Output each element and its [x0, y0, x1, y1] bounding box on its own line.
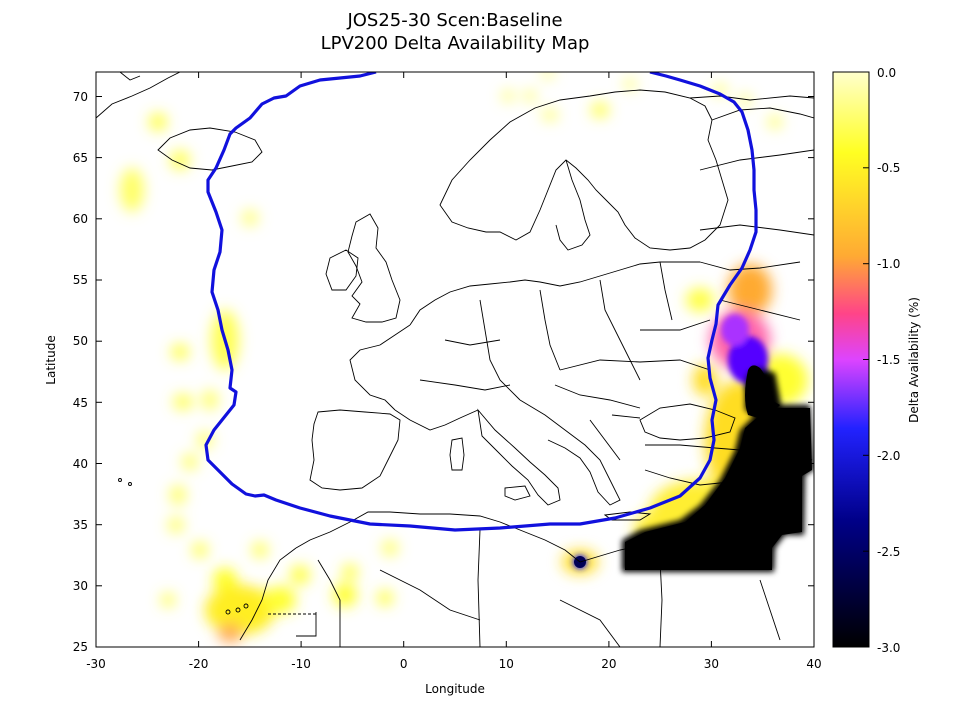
y-tick-label: 40	[73, 457, 88, 471]
colorbar-label: Delta Availability (%)	[907, 297, 921, 423]
y-tick-label: 45	[73, 396, 88, 410]
service-area-outline	[204, 72, 758, 532]
colorbar-tick: -2.0	[877, 449, 900, 463]
y-tick-label: 50	[73, 334, 88, 348]
colorbar: 0.0 -0.5 -1.0 -1.5 -2.0 -2.5 -3.0 Delta …	[832, 66, 921, 655]
x-tick-label: 30	[704, 657, 719, 671]
y-tick-label: 60	[73, 212, 88, 226]
y-tick-label: 55	[73, 273, 88, 287]
x-tick-label: -20	[189, 657, 209, 671]
y-axis: 25 30 35 40 45 50 55 60 65 70 Latitude	[44, 90, 814, 654]
plot-frame	[95, 71, 815, 648]
x-tick-label: -30	[86, 657, 106, 671]
colorbar-tick: -2.5	[877, 545, 900, 559]
coastlines	[96, 72, 814, 647]
x-tick-label: 20	[601, 657, 616, 671]
x-tick-label: 10	[499, 657, 514, 671]
y-tick-label: 65	[73, 151, 88, 165]
y-tick-label: 25	[73, 640, 88, 654]
y-tick-label: 70	[73, 90, 88, 104]
heatmap-core-top	[745, 365, 780, 420]
x-axis-label: Longitude	[425, 682, 485, 696]
colorbar-tick: -1.5	[877, 353, 900, 367]
colorbar-tick: -0.5	[877, 161, 900, 175]
x-axis: -30 -20 -10 0 10 20 30 40 Longitude	[86, 72, 822, 696]
y-tick-label: 30	[73, 579, 88, 593]
x-tick-label: -10	[291, 657, 311, 671]
x-tick-label: 40	[806, 657, 821, 671]
colorbar-tick: -3.0	[877, 641, 900, 655]
colorbar-tick: 0.0	[877, 66, 896, 80]
colorbar-tick: -1.0	[877, 257, 900, 271]
x-tick-label: 0	[400, 657, 408, 671]
y-tick-label: 35	[73, 518, 88, 532]
y-axis-label: Latitude	[44, 335, 58, 384]
title-line1: JOS25-30 Scen:Baseline	[346, 10, 562, 31]
title-line2: LPV200 Delta Availability Map	[321, 33, 590, 54]
